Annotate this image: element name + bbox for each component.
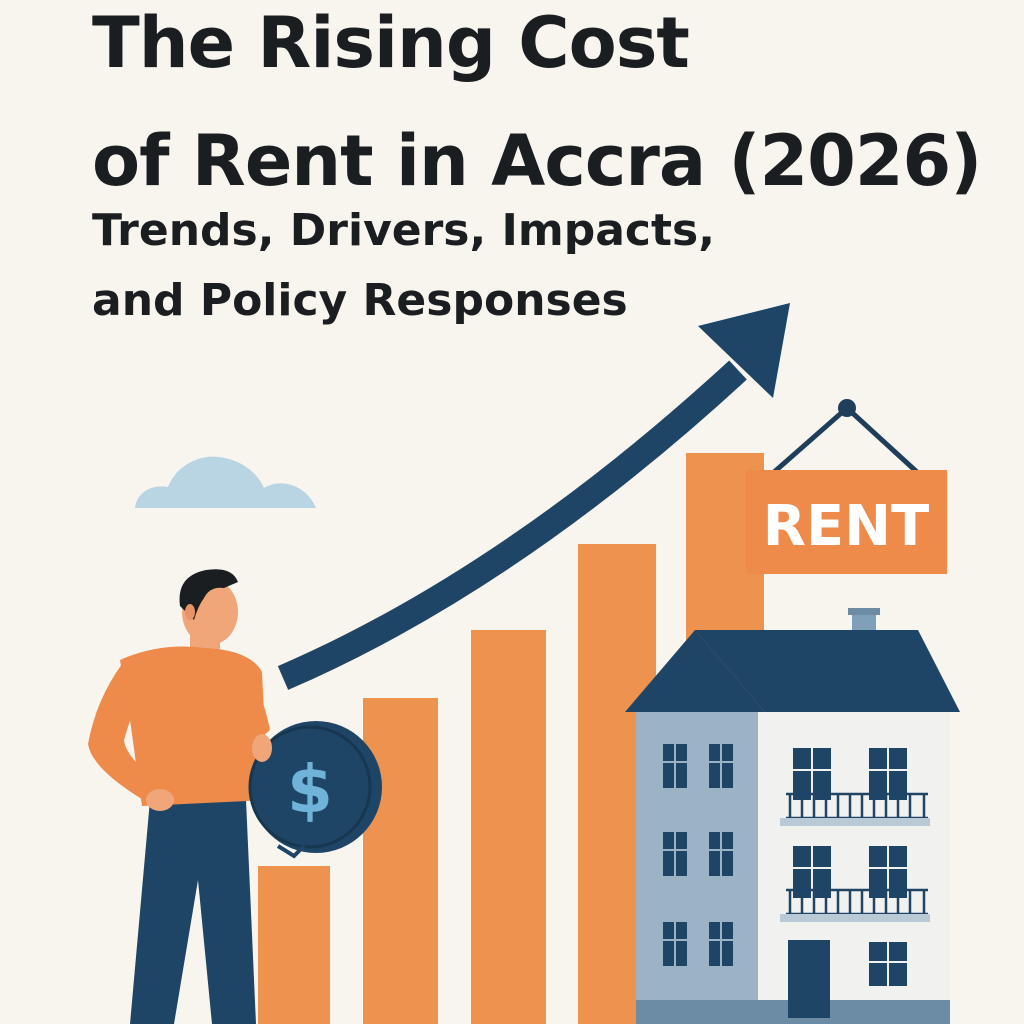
title-line-2: of Rent in Accra (2026) (92, 120, 982, 202)
house-icon (625, 608, 960, 1024)
bar-2 (363, 698, 438, 1024)
trend-arrow-icon (277, 303, 790, 690)
rent-sign-icon: RENT (746, 399, 947, 574)
cloud-icon (135, 456, 316, 508)
person-icon (88, 569, 270, 1024)
page-title: The Rising Cost of Rent in Accra (2026) (92, 0, 982, 220)
rent-sign-label: RENT (763, 494, 929, 559)
bar-1 (258, 866, 330, 1024)
coin-symbol: $ (287, 751, 333, 828)
page-subtitle: Trends, Drivers, Impacts, and Policy Res… (92, 196, 715, 336)
subtitle-line-1: Trends, Drivers, Impacts, (92, 205, 715, 256)
bar-3 (471, 630, 546, 1024)
subtitle-line-2: and Policy Responses (92, 275, 628, 326)
coin-icon: $ (248, 721, 382, 859)
title-line-1: The Rising Cost (92, 2, 690, 84)
